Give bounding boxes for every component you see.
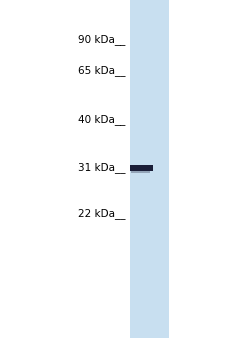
Bar <box>130 0 169 338</box>
Text: 22 kDa__: 22 kDa__ <box>78 208 126 219</box>
Text: 65 kDa__: 65 kDa__ <box>78 65 126 76</box>
Bar <box>130 165 153 171</box>
Text: 90 kDa__: 90 kDa__ <box>78 34 126 45</box>
Text: 40 kDa__: 40 kDa__ <box>78 115 126 125</box>
Bar <box>131 171 150 173</box>
Text: 31 kDa__: 31 kDa__ <box>78 163 126 173</box>
